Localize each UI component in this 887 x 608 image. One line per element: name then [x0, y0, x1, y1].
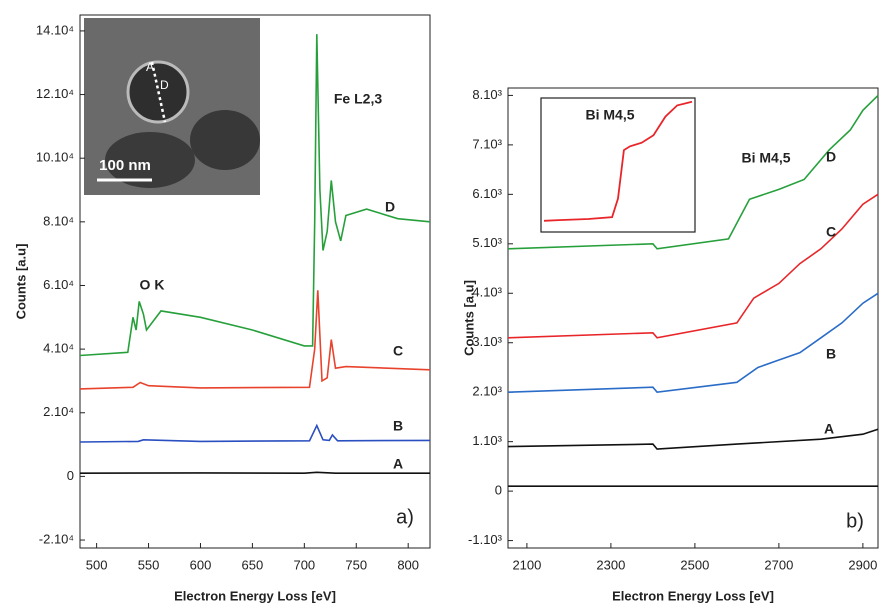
annotation: Fe L2,3	[334, 91, 382, 107]
y-tick-label: 0	[495, 483, 502, 498]
x-tick-label: 550	[138, 557, 160, 572]
y-tick-label: 12.10⁴	[36, 86, 74, 101]
spectrum-line	[79, 423, 431, 443]
inset-image: 100 nm A D	[84, 18, 260, 195]
curve-label: A	[393, 456, 403, 472]
x-axis-title: Electron Energy Loss [eV]	[174, 588, 336, 603]
x-tick-label: 600	[190, 557, 212, 572]
spectrum-line	[507, 292, 879, 394]
panel-label: b)	[846, 510, 864, 532]
annotation: O K	[140, 277, 165, 293]
y-tick-label: 1.10³	[472, 433, 502, 448]
y-axis-title: Counts [a.u]	[13, 244, 28, 320]
y-tick-label: 8.10³	[472, 87, 502, 102]
particle	[105, 132, 195, 188]
y-tick-label: 3.10³	[472, 334, 502, 349]
y-tick-label: -1.10³	[468, 532, 503, 547]
point-label: A	[146, 60, 154, 74]
curve-label: C	[393, 343, 403, 359]
y-tick-label: 0	[67, 468, 74, 483]
curve-label: B	[393, 418, 403, 434]
point-label: D	[160, 78, 169, 92]
x-tick-label: 2700	[764, 557, 793, 572]
y-tick-label: 4.10³	[472, 285, 502, 300]
x-tick-label: 500	[86, 557, 108, 572]
y-tick-label: 7.10³	[472, 136, 502, 151]
x-tick-label: 2100	[512, 557, 541, 572]
inset-line	[543, 100, 693, 222]
curve-label: D	[826, 149, 836, 165]
x-tick-label: 750	[345, 557, 367, 572]
spectrum-line	[507, 428, 879, 450]
curve-label: C	[826, 224, 836, 240]
curve-label: D	[385, 199, 395, 215]
spectrum-line	[507, 193, 879, 339]
plot-frame	[79, 14, 431, 549]
y-tick-label: 5.10³	[472, 235, 502, 250]
y-axis-title: Counts [a.u]	[461, 280, 476, 356]
y-tick-label: 6.10³	[472, 186, 502, 201]
y-tick-label: 8.10⁴	[43, 213, 74, 228]
x-tick-label: 2900	[848, 557, 877, 572]
plot-frame	[507, 87, 879, 549]
y-tick-label: 4.10⁴	[43, 341, 74, 356]
x-axis-title: Electron Energy Loss [eV]	[612, 588, 774, 603]
inset-title: Bi M4,5	[585, 107, 634, 123]
spectrum-line	[79, 471, 430, 475]
y-tick-label: 2.10⁴	[43, 404, 74, 419]
panel-label: a)	[396, 506, 414, 528]
x-tick-label: 2300	[596, 557, 625, 572]
y-tick-label: -2.10⁴	[39, 531, 74, 546]
y-tick-label: 10.10⁴	[36, 150, 74, 165]
scan-line	[150, 61, 167, 123]
curve-label: B	[826, 346, 836, 362]
spectrum-line	[79, 34, 431, 357]
inset-frame	[540, 97, 696, 233]
annotation: Bi M4,5	[741, 150, 790, 166]
scale-label: 100 nm	[99, 157, 151, 174]
y-tick-label: 6.10⁴	[43, 277, 74, 292]
particle	[190, 110, 260, 170]
spectrum-line	[79, 290, 431, 390]
x-tick-label: 2500	[680, 557, 709, 572]
y-tick-label: 2.10³	[472, 384, 502, 399]
x-tick-label: 650	[242, 557, 264, 572]
curve-label: A	[824, 421, 834, 437]
spectrum-line	[507, 94, 879, 250]
x-tick-label: 800	[397, 557, 419, 572]
y-tick-label: 14.10⁴	[36, 22, 74, 37]
x-tick-label: 700	[293, 557, 315, 572]
